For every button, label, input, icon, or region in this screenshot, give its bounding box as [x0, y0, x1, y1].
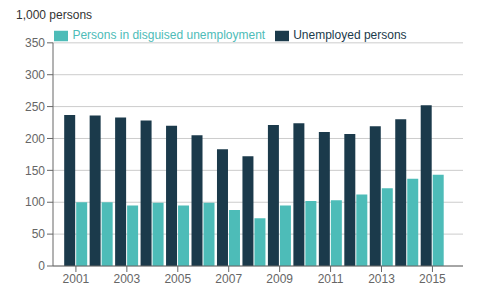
svg-text:2005: 2005: [164, 272, 191, 286]
svg-text:2015: 2015: [419, 272, 446, 286]
svg-text:50: 50: [32, 227, 46, 241]
svg-text:0: 0: [38, 259, 45, 273]
svg-text:100: 100: [25, 195, 45, 209]
svg-text:2003: 2003: [113, 272, 140, 286]
svg-text:2013: 2013: [368, 272, 395, 286]
svg-text:300: 300: [25, 68, 45, 82]
html-text:1,000 persons: 1,000 persons: [16, 8, 93, 22]
svg-text:2007: 2007: [215, 272, 242, 286]
svg-text:250: 250: [25, 100, 45, 114]
html-text:Persons in disguised unemploym: Persons in disguised unemployment: [72, 28, 266, 42]
svg-text:2001: 2001: [63, 272, 90, 286]
svg-text:2009: 2009: [266, 272, 293, 286]
svg-text:200: 200: [25, 132, 45, 146]
svg-text:350: 350: [25, 36, 45, 50]
svg-text:2011: 2011: [318, 272, 344, 286]
html-text:Unemployed persons: Unemployed persons: [293, 28, 407, 42]
svg-text:150: 150: [25, 164, 45, 178]
